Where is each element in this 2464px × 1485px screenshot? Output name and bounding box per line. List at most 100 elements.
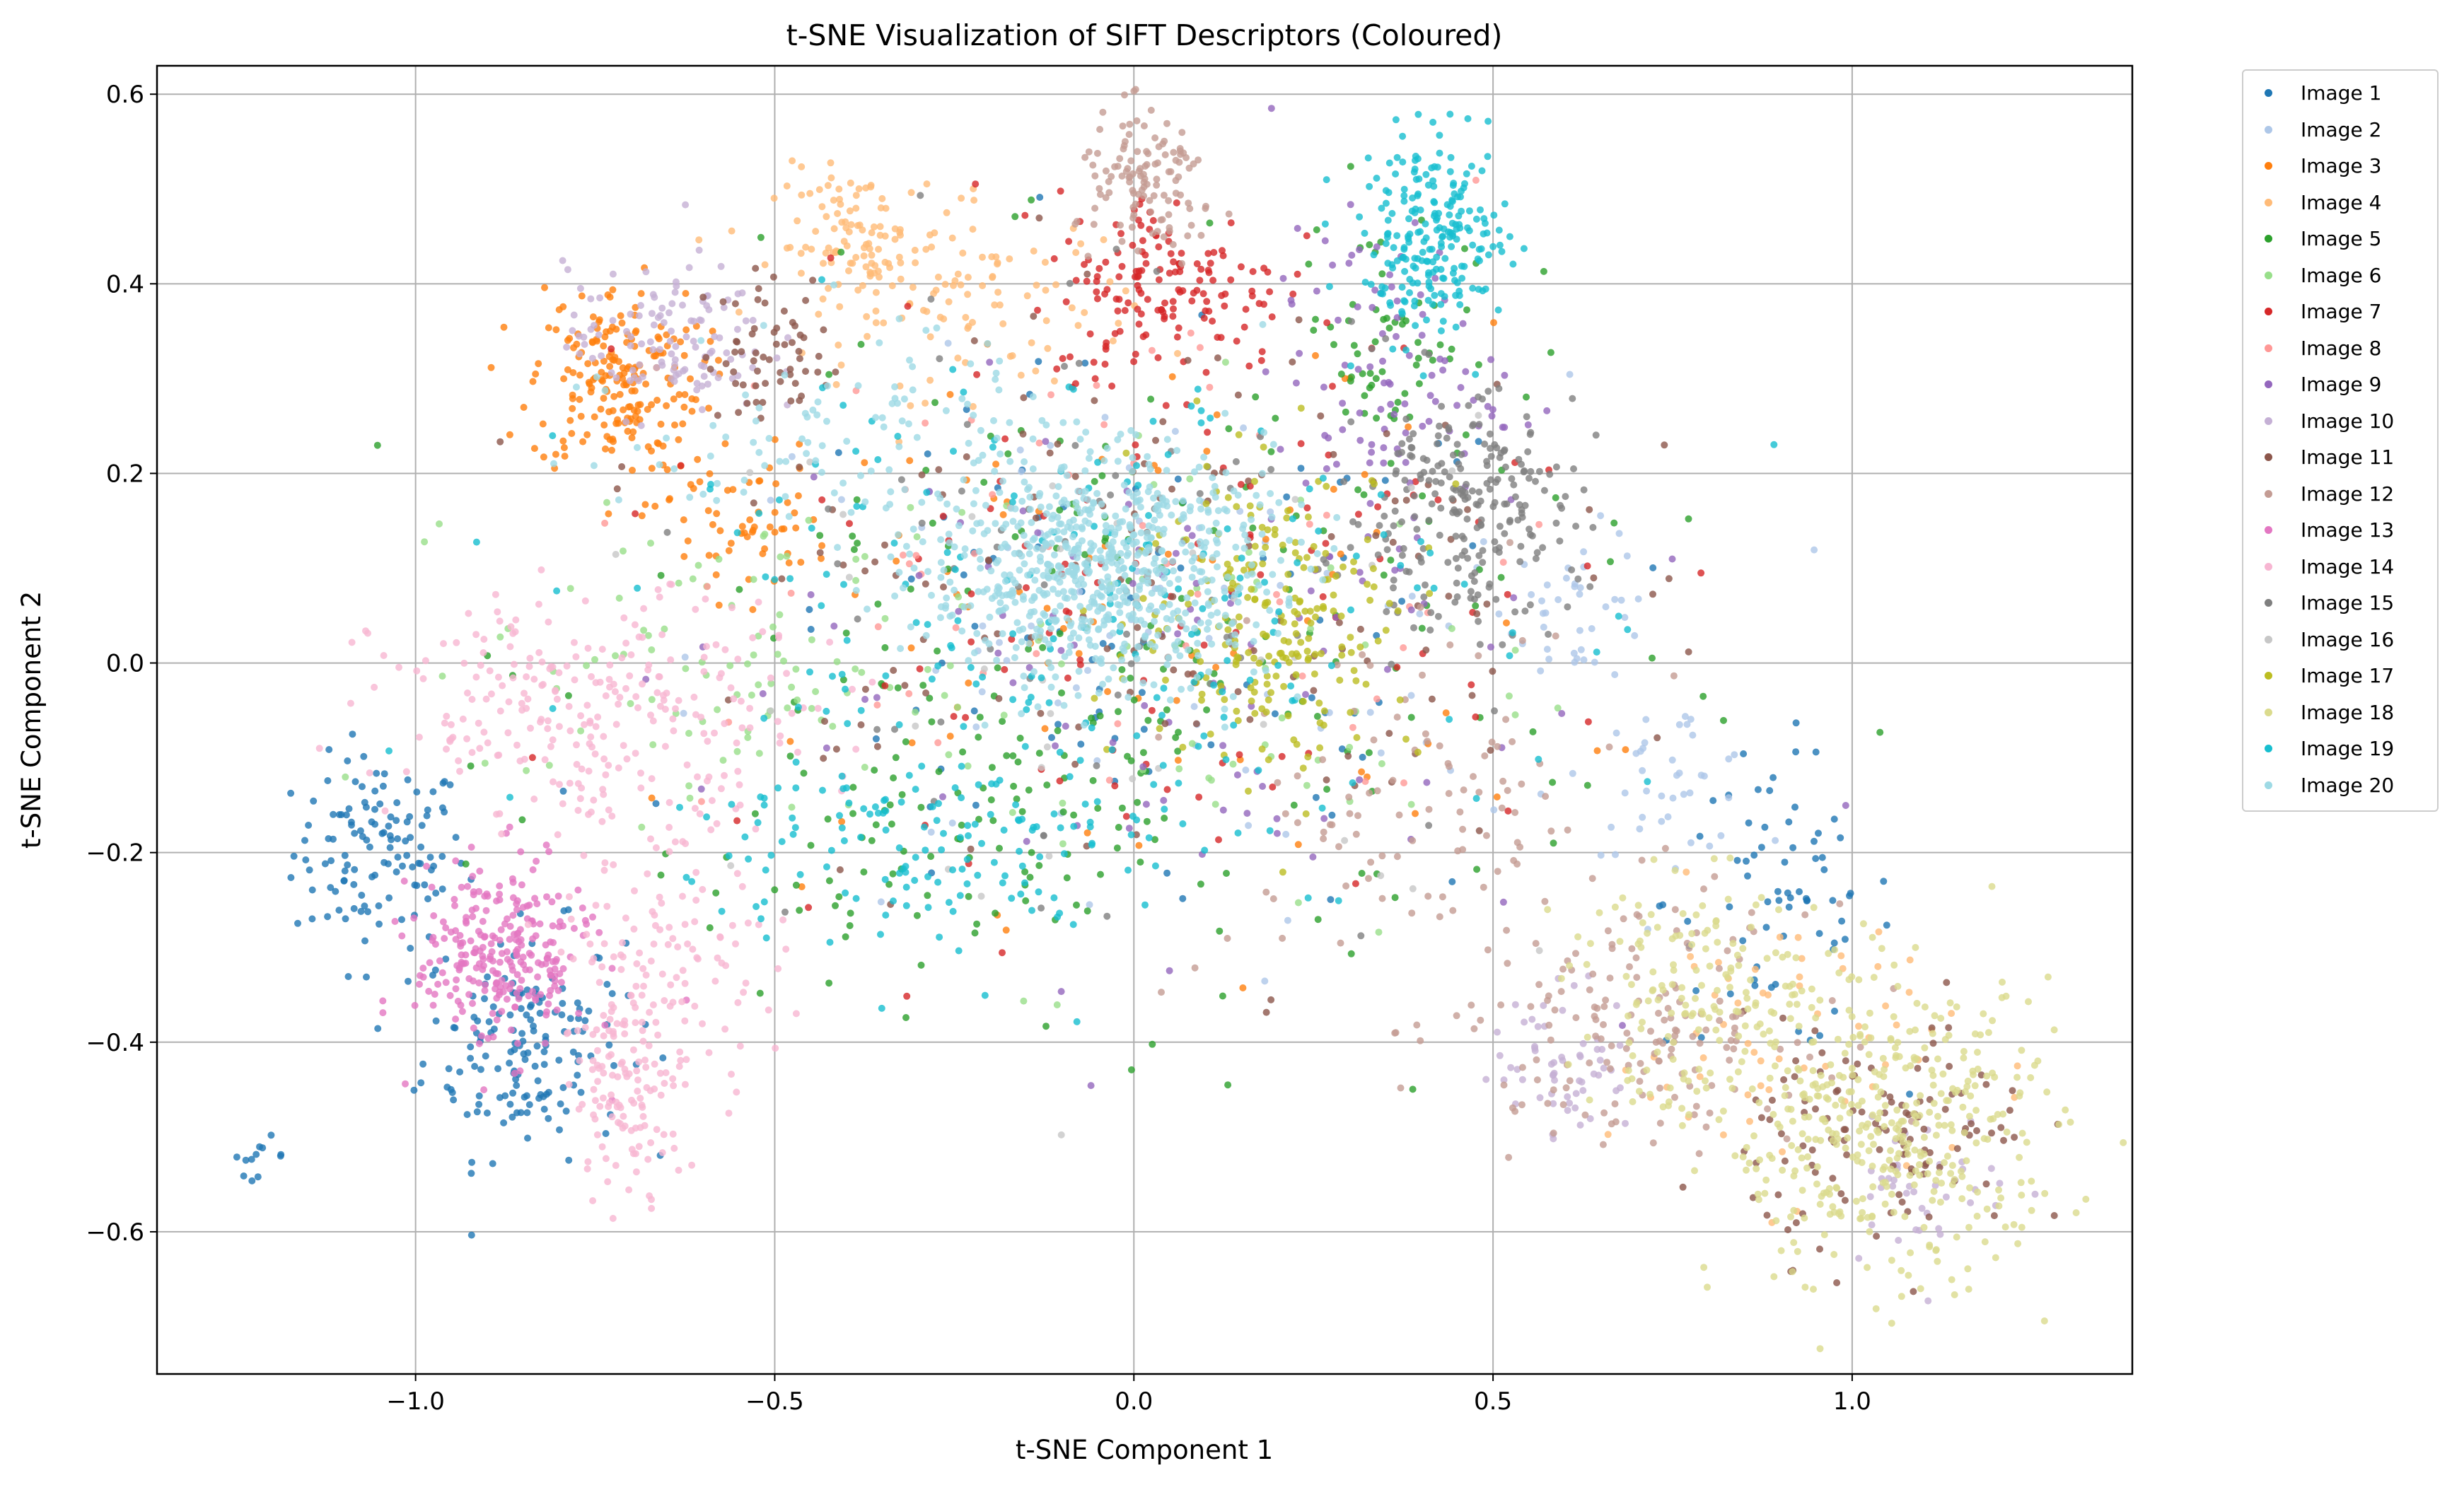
data-point: [748, 692, 755, 699]
data-point: [517, 1109, 525, 1117]
data-point: [542, 1011, 550, 1019]
data-point: [1255, 659, 1263, 667]
data-point: [1354, 520, 1362, 528]
data-point: [1550, 1100, 1557, 1107]
data-point: [1789, 1268, 1796, 1276]
data-point: [1868, 1221, 1876, 1229]
data-point: [1393, 467, 1400, 474]
data-point: [1130, 696, 1138, 704]
data-point: [523, 915, 531, 923]
data-point: [1354, 812, 1361, 820]
data-point: [1205, 308, 1213, 315]
data-point: [574, 1027, 581, 1035]
data-point: [428, 883, 436, 891]
data-point: [500, 323, 508, 331]
data-point: [1297, 465, 1305, 472]
data-point: [1994, 1111, 2001, 1118]
data-point: [330, 810, 337, 818]
data-point: [705, 1049, 713, 1056]
data-point: [1093, 288, 1100, 296]
data-point: [651, 1060, 658, 1068]
data-point: [446, 991, 454, 999]
data-point: [735, 409, 743, 417]
data-point: [1021, 868, 1029, 875]
data-point: [972, 180, 980, 188]
data-point: [1168, 485, 1175, 493]
data-point: [1023, 292, 1031, 300]
data-point: [653, 1126, 661, 1134]
data-point: [1932, 1246, 1940, 1254]
data-point: [1593, 1046, 1601, 1053]
data-point: [727, 356, 735, 363]
data-point: [771, 508, 779, 516]
data-point: [1212, 663, 1220, 671]
data-point: [1935, 1225, 1943, 1233]
data-point: [1204, 429, 1211, 436]
data-point: [771, 528, 779, 536]
data-point: [1448, 495, 1456, 503]
data-point: [1566, 1077, 1574, 1085]
data-point: [1160, 796, 1168, 804]
data-point: [1467, 594, 1475, 602]
data-point: [757, 233, 765, 241]
data-point: [951, 277, 959, 284]
data-point: [740, 989, 748, 996]
data-point: [1470, 1025, 1478, 1032]
data-point: [852, 192, 860, 199]
data-point: [950, 713, 958, 721]
data-point: [325, 746, 333, 753]
data-point: [1883, 1182, 1890, 1190]
data-point: [1071, 472, 1079, 480]
data-point: [550, 939, 557, 946]
data-point: [470, 1013, 478, 1021]
data-point: [351, 829, 359, 837]
data-point: [1726, 854, 1734, 862]
data-point: [1099, 640, 1107, 647]
data-point: [1540, 623, 1547, 631]
data-point: [1446, 762, 1453, 770]
data-point: [819, 295, 827, 303]
data-point: [1114, 720, 1122, 728]
data-point: [1661, 844, 1669, 852]
data-point: [659, 1054, 667, 1061]
data-point: [755, 632, 762, 640]
data-point: [547, 742, 554, 750]
data-point: [907, 503, 914, 511]
data-point: [1267, 996, 1275, 1003]
data-point: [775, 631, 783, 639]
data-point: [526, 966, 533, 974]
data-point: [1931, 1182, 1939, 1189]
data-point: [1109, 739, 1117, 746]
data-point: [1365, 875, 1372, 883]
data-point: [681, 391, 689, 398]
data-point: [618, 463, 626, 470]
data-point: [2013, 1062, 2021, 1070]
data-point: [1169, 313, 1177, 320]
data-point: [600, 1069, 608, 1077]
data-point: [1973, 1212, 1981, 1220]
data-point: [1527, 467, 1535, 475]
data-point: [743, 533, 751, 541]
data-point: [577, 1088, 585, 1096]
data-point: [699, 1020, 706, 1027]
data-point: [847, 260, 854, 267]
data-point: [1297, 440, 1305, 448]
data-point: [874, 600, 882, 608]
data-point: [1503, 926, 1511, 934]
data-point: [905, 690, 913, 697]
data-point: [1690, 1111, 1698, 1119]
data-point: [1361, 471, 1368, 478]
data-point: [1386, 271, 1394, 279]
data-point: [935, 768, 943, 776]
data-point: [545, 1114, 552, 1122]
data-point: [1622, 1044, 1630, 1052]
data-point: [668, 327, 675, 335]
data-point: [973, 920, 981, 928]
data-point: [969, 226, 977, 233]
data-point: [1141, 701, 1149, 709]
data-point: [669, 1130, 677, 1138]
data-point: [926, 694, 934, 702]
data-point: [1408, 593, 1416, 600]
data-point: [1472, 713, 1480, 721]
